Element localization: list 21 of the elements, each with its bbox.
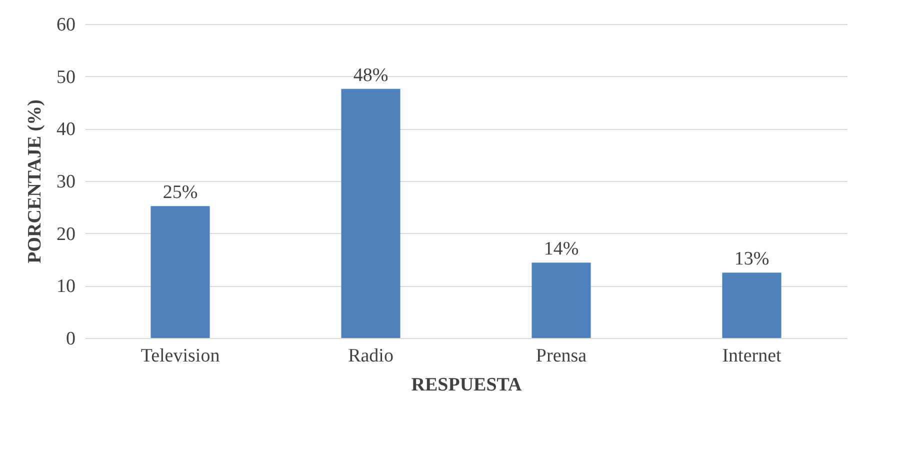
bar — [532, 262, 591, 338]
bar — [341, 88, 400, 338]
bar — [150, 206, 210, 338]
data-label: 13% — [734, 248, 770, 270]
y-tick-label: 30 — [56, 172, 76, 192]
y-axis-title: PORCENTAJE (%) — [24, 100, 46, 264]
y-tick-label: 20 — [56, 224, 76, 245]
bar — [722, 272, 782, 338]
x-tick-label: Radio — [348, 346, 394, 366]
x-tick-label: Prensa — [536, 346, 588, 366]
y-tick-label: 0 — [66, 328, 76, 350]
y-tick-label: 60 — [56, 14, 76, 36]
data-label: 25% — [162, 182, 198, 204]
data-label: 14% — [544, 238, 579, 260]
data-label: 48% — [353, 64, 388, 86]
x-tick-label: Internet — [722, 346, 782, 366]
y-tick-label: 50 — [56, 66, 76, 88]
x-tick-label: Television — [140, 346, 220, 366]
x-axis-title: RESPUESTA — [411, 374, 522, 396]
y-tick-label: 10 — [56, 276, 76, 298]
y-tick-label: 40 — [56, 119, 76, 140]
